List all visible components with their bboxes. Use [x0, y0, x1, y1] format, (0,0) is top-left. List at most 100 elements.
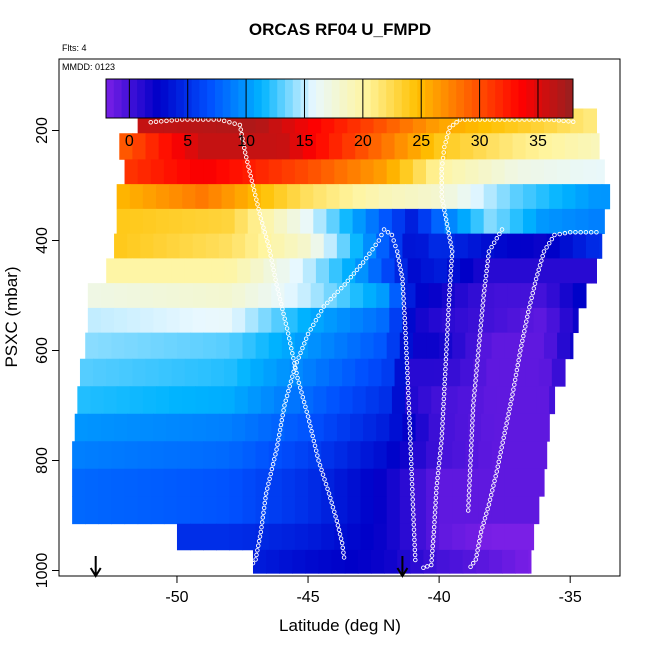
colorbar-segment	[526, 79, 535, 118]
heatmap-cell	[420, 358, 435, 387]
heatmap-cell	[119, 258, 133, 284]
heatmap-cell	[156, 184, 170, 210]
heatmap-cell	[137, 159, 152, 185]
heatmap-cell	[260, 386, 275, 415]
heatmap-cell	[543, 159, 558, 185]
track-point	[317, 462, 323, 468]
track-point	[300, 345, 305, 351]
track-point	[440, 161, 445, 166]
track-point	[444, 337, 450, 342]
heatmap-cell	[116, 208, 131, 235]
track-point	[573, 229, 578, 235]
heatmap-cell	[457, 386, 472, 415]
heatmap-cell	[224, 358, 238, 387]
heatmap-cell	[467, 307, 482, 334]
y-tick-label: 200	[34, 117, 51, 144]
heatmap-cell	[331, 549, 346, 574]
colorbar-segment	[471, 79, 481, 118]
heatmap-cell	[405, 184, 419, 210]
heatmap-cell	[515, 549, 529, 574]
track-point	[345, 278, 351, 284]
track-point	[505, 416, 510, 421]
colorbar-segment	[448, 79, 457, 118]
track-point	[302, 341, 307, 346]
track-point	[304, 409, 309, 414]
heatmap-cell	[266, 549, 280, 574]
track-point	[448, 278, 453, 283]
heatmap-cell	[564, 258, 579, 284]
track-point	[326, 491, 332, 496]
track-point	[514, 367, 520, 373]
track-point	[290, 374, 295, 379]
heatmap-cell	[378, 386, 393, 415]
heatmap-cell	[255, 496, 270, 525]
heatmap-cell	[127, 283, 141, 309]
track-point	[286, 336, 292, 341]
track-point	[409, 466, 414, 472]
heatmap-cell	[575, 184, 590, 210]
track-point	[484, 511, 489, 516]
track-point	[435, 475, 440, 481]
colorbar-segment	[331, 79, 340, 118]
track-point	[446, 130, 451, 135]
heatmap-cell	[216, 332, 230, 360]
heatmap-cell	[124, 332, 139, 360]
heatmap-cell	[525, 133, 540, 160]
heatmap-cell	[171, 258, 186, 284]
track-point	[409, 461, 414, 467]
track-point	[272, 272, 277, 278]
track-point	[282, 316, 287, 321]
heatmap-cell	[441, 233, 456, 259]
track-point	[470, 418, 475, 423]
colorbar-segment	[222, 79, 232, 118]
track-point	[291, 369, 296, 375]
heatmap-cell	[349, 413, 364, 442]
heatmap-cell	[599, 233, 603, 259]
colorbar-segment	[347, 79, 356, 118]
heatmap-cell	[436, 549, 451, 574]
heatmap-cell	[166, 233, 181, 259]
colorbar-segment	[121, 79, 130, 118]
heatmap-cell	[441, 283, 456, 309]
heatmap-cell	[321, 332, 335, 360]
track-point	[477, 538, 482, 544]
heatmap-cell	[378, 208, 393, 235]
heatmap-cell	[242, 159, 257, 185]
heatmap-cell	[284, 413, 299, 442]
y-tick-label: 800	[34, 447, 51, 474]
heatmap-cell	[347, 496, 362, 525]
heatmap-cell	[192, 233, 207, 259]
track-point	[438, 441, 444, 446]
heatmap-cell	[347, 441, 362, 470]
track-point	[482, 516, 488, 521]
track-point	[410, 502, 416, 507]
track-point	[429, 562, 434, 568]
colorbar-segment	[285, 79, 294, 118]
track-point	[494, 236, 500, 241]
heatmap-cell	[572, 283, 587, 309]
y-tick-label: 400	[34, 227, 51, 254]
track-point	[247, 169, 252, 174]
colorbar-segment	[549, 79, 558, 118]
heatmap-cell	[176, 496, 191, 525]
heatmap-cell	[284, 307, 299, 334]
track-point	[408, 436, 413, 441]
track-point	[446, 230, 451, 236]
track-point	[522, 329, 527, 334]
track-point	[395, 253, 401, 259]
track-point	[440, 421, 445, 426]
heatmap-cell	[478, 496, 493, 525]
track-point	[466, 498, 471, 503]
heatmap-cell	[221, 386, 236, 415]
track-point	[323, 481, 329, 487]
track-point	[444, 135, 450, 140]
track-point	[289, 346, 294, 351]
track-point	[296, 380, 302, 386]
track-point	[303, 336, 309, 341]
track-point	[430, 548, 435, 554]
track-point	[535, 272, 540, 277]
track-point	[411, 532, 417, 538]
track-point	[477, 534, 483, 539]
heatmap-cell	[504, 496, 519, 525]
heatmap-cell	[158, 258, 173, 284]
